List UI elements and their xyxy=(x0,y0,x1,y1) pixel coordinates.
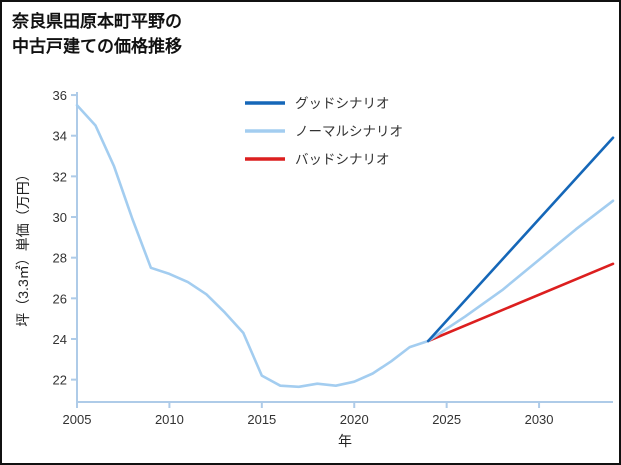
y-tick-label: 26 xyxy=(53,291,67,306)
x-tick-label: 2010 xyxy=(155,412,184,427)
legend-label-normal-scenario: ノーマルシナリオ xyxy=(295,124,403,139)
x-tick-label: 2005 xyxy=(63,412,92,427)
y-tick-label: 34 xyxy=(53,129,67,144)
series-bad-scenario xyxy=(426,262,615,343)
x-axis-label: 年 xyxy=(338,433,352,449)
chart-title: 奈良県田原本町平野の 中古戸建ての価格推移 xyxy=(12,10,182,59)
series-good-scenario xyxy=(426,136,615,343)
series-normal-scenario xyxy=(426,199,615,343)
y-tick-label: 32 xyxy=(53,169,67,184)
y-tick-label: 24 xyxy=(53,332,67,347)
x-tick-label: 2020 xyxy=(340,412,369,427)
y-tick-label: 28 xyxy=(53,251,67,266)
x-tick-label: 2030 xyxy=(525,412,554,427)
y-tick-label: 30 xyxy=(53,210,67,225)
x-tick-label: 2025 xyxy=(432,412,461,427)
x-tick-label: 2015 xyxy=(247,412,276,427)
y-tick-label: 22 xyxy=(53,373,67,388)
chart-title-line1: 奈良県田原本町平野の xyxy=(12,12,182,31)
y-tick-label: 36 xyxy=(53,88,67,103)
y-axis-label: 坪（3.3㎡）単価（万円） xyxy=(15,167,31,326)
legend-label-good-scenario: グッドシナリオ xyxy=(295,96,390,111)
legend-label-bad-scenario: バッドシナリオ xyxy=(295,152,390,167)
series-historical xyxy=(75,103,430,389)
chart-title-line2: 中古戸建ての価格推移 xyxy=(12,36,182,56)
